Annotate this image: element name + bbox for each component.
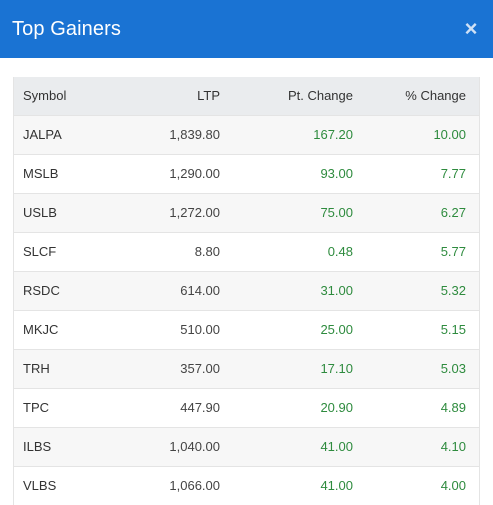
cell-pct-change: 5.15 <box>440 322 466 337</box>
cell-pt-change: 25.00 <box>320 322 353 337</box>
modal-header: Top Gainers × <box>0 0 493 58</box>
table-row[interactable]: MKJC 510.00 25.00 5.15 <box>14 310 479 349</box>
column-header-symbol[interactable]: Symbol <box>23 88 67 104</box>
cell-symbol: TRH <box>23 361 50 376</box>
gainers-table-container: Symbol LTP Pt. Change % Change JALPA 1,83… <box>13 77 480 505</box>
cell-pct-change: 5.03 <box>440 361 466 376</box>
table-row[interactable]: USLB 1,272.00 75.00 6.27 <box>14 193 479 232</box>
cell-symbol: TPC <box>23 400 49 415</box>
cell-pt-change: 0.48 <box>327 244 353 259</box>
cell-pt-change: 20.90 <box>320 400 353 415</box>
cell-ltp: 1,272.00 <box>169 205 220 220</box>
cell-pct-change: 4.10 <box>440 439 466 454</box>
cell-pt-change: 75.00 <box>320 205 353 220</box>
cell-symbol: MSLB <box>23 166 59 181</box>
table-row[interactable]: MSLB 1,290.00 93.00 7.77 <box>14 154 479 193</box>
column-header-pt-change[interactable]: Pt. Change <box>287 88 353 104</box>
table-row[interactable]: ILBS 1,040.00 41.00 4.10 <box>14 427 479 466</box>
cell-symbol: VLBS <box>23 478 57 494</box>
cell-ltp: 1,040.00 <box>169 439 220 454</box>
cell-pct-change: 5.32 <box>440 283 466 298</box>
cell-ltp: 614.00 <box>180 283 220 298</box>
table-row[interactable]: JALPA 1,839.80 167.20 10.00 <box>14 115 479 154</box>
cell-ltp: 8.80 <box>194 244 220 259</box>
close-icon[interactable]: × <box>464 16 478 41</box>
cell-symbol: MKJC <box>23 322 59 337</box>
table-row[interactable]: TRH 357.00 17.10 5.03 <box>14 349 479 388</box>
cell-symbol: JALPA <box>23 127 62 142</box>
cell-ltp: 510.00 <box>180 322 220 337</box>
modal-title: Top Gainers <box>12 17 121 40</box>
cell-ltp: 1,839.80 <box>169 127 220 142</box>
table-row[interactable]: VLBS 1,066.00 41.00 4.00 <box>14 466 479 505</box>
cell-symbol: SLCF <box>23 244 57 259</box>
table-row[interactable]: TPC 447.90 20.90 4.89 <box>14 388 479 427</box>
cell-pt-change: 31.00 <box>320 283 353 298</box>
cell-ltp: 1,290.00 <box>169 166 220 181</box>
cell-ltp: 1,066.00 <box>169 478 220 494</box>
cell-pct-change: 6.27 <box>440 205 466 220</box>
cell-pt-change: 17.10 <box>320 361 353 376</box>
cell-symbol: USLB <box>23 205 57 220</box>
table-header-row: Symbol LTP Pt. Change % Change <box>14 77 479 115</box>
cell-pt-change: 93.00 <box>320 166 353 181</box>
column-header-ltp[interactable]: LTP <box>197 88 220 104</box>
cell-symbol: RSDC <box>23 283 60 298</box>
column-header-pct-change[interactable]: % Change <box>405 88 466 104</box>
table-row[interactable]: SLCF 8.80 0.48 5.77 <box>14 232 479 271</box>
cell-pt-change: 167.20 <box>313 127 353 142</box>
cell-symbol: ILBS <box>23 439 52 454</box>
table-row[interactable]: RSDC 614.00 31.00 5.32 <box>14 271 479 310</box>
cell-pt-change: 41.00 <box>320 439 353 454</box>
cell-pct-change: 4.00 <box>440 478 466 494</box>
cell-pct-change: 10.00 <box>433 127 466 142</box>
cell-pt-change: 41.00 <box>320 478 353 494</box>
cell-ltp: 447.90 <box>180 400 220 415</box>
gainers-table: Symbol LTP Pt. Change % Change JALPA 1,83… <box>14 77 479 505</box>
cell-pct-change: 5.77 <box>440 244 466 259</box>
cell-pct-change: 7.77 <box>440 166 466 181</box>
cell-pct-change: 4.89 <box>440 400 466 415</box>
cell-ltp: 357.00 <box>180 361 220 376</box>
